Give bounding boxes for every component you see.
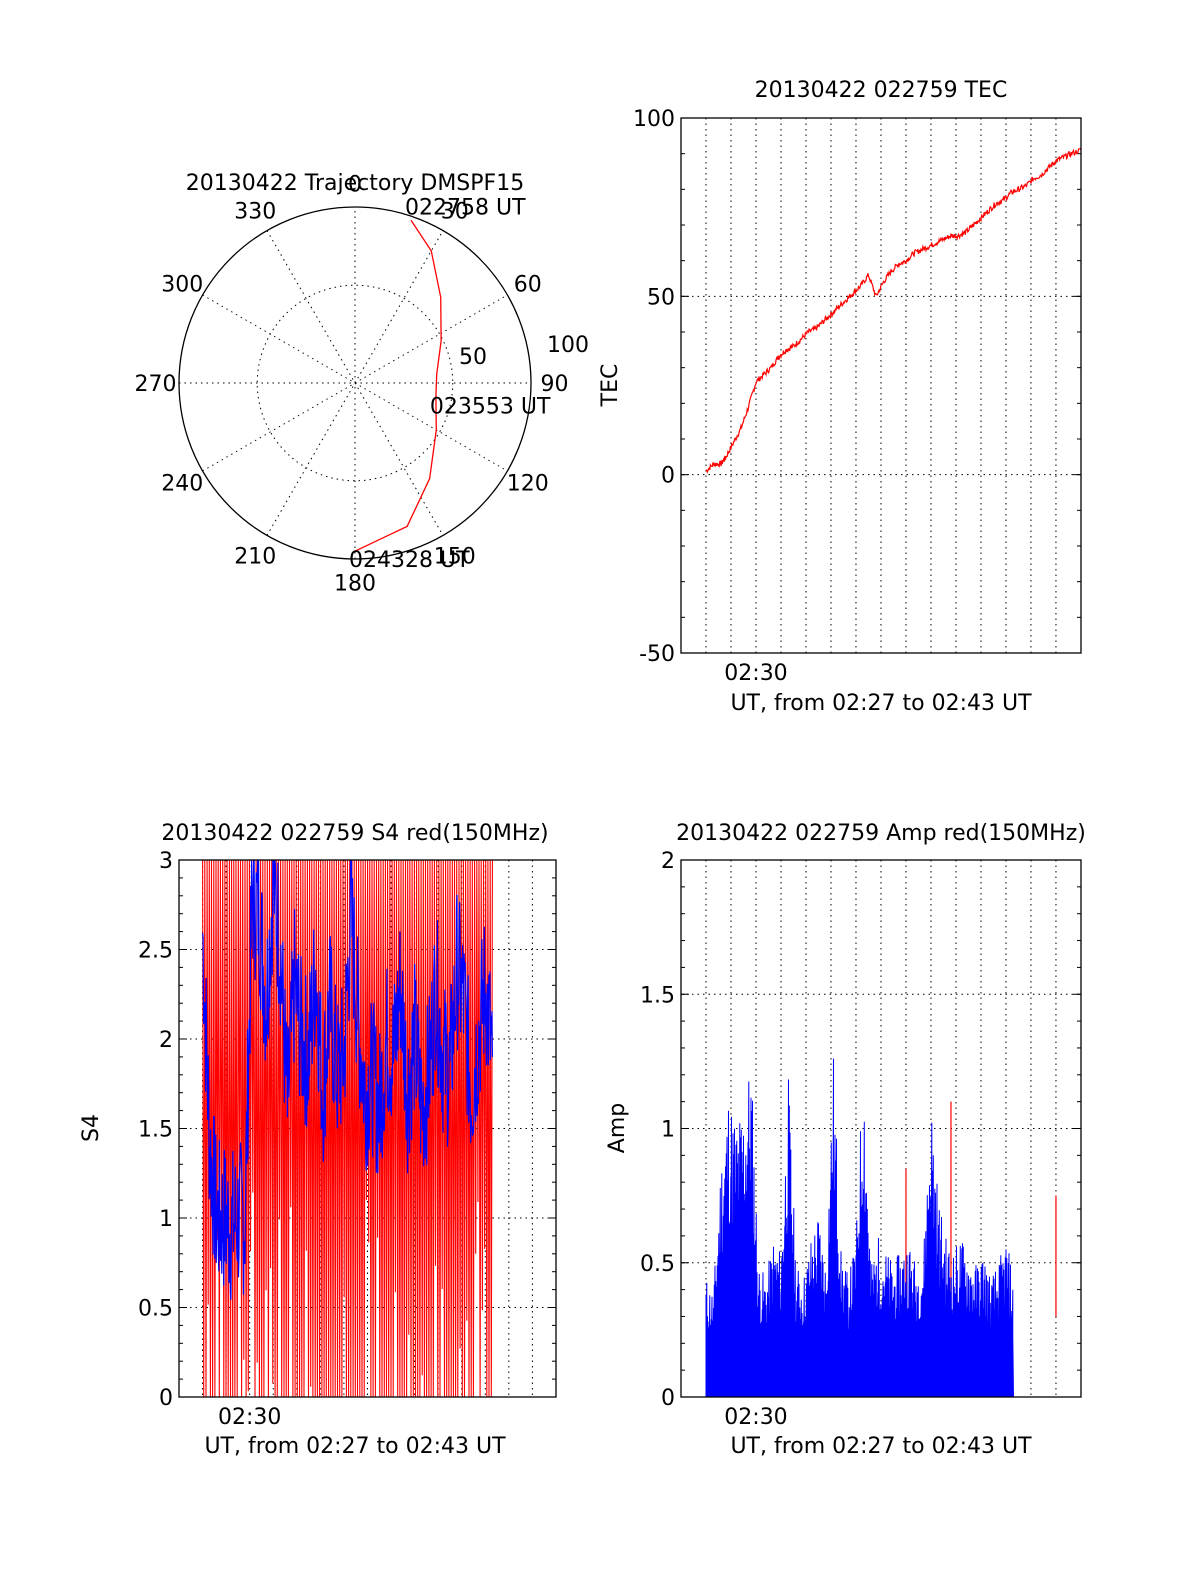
trajectory-polar-chart: 20130422 Trajectory DMSPF15 0 30 60 90 120 15… bbox=[135, 171, 589, 596]
y-tick-label: 1 bbox=[159, 1207, 173, 1232]
amp-blue-series bbox=[705, 1058, 1015, 1398]
tec-chart: 20130422 022759 TEC TEC UT, from 02:27 t… bbox=[598, 78, 1082, 716]
track-time-label: 022758 UT bbox=[405, 195, 526, 220]
y-tick-label: 2.5 bbox=[138, 939, 173, 964]
y-axis-label: TEC bbox=[598, 364, 623, 408]
angle-tick-label: 210 bbox=[234, 545, 276, 570]
y-axis-label: S4 bbox=[79, 1114, 104, 1142]
y-tick-label: 0 bbox=[159, 1386, 173, 1411]
angle-tick-label: 180 bbox=[334, 571, 376, 596]
y-tick-label: -50 bbox=[639, 642, 675, 667]
y-tick-label: 0.5 bbox=[138, 1297, 173, 1322]
tec-series-line bbox=[705, 148, 1082, 474]
amp-chart: 20130422 022759 Amp red(150MHz) Amp UT, … bbox=[605, 821, 1086, 1459]
y-tick-label: 1 bbox=[661, 1118, 675, 1143]
chart-title: 20130422 022759 Amp red(150MHz) bbox=[676, 821, 1086, 846]
chart-title: 20130422 022759 S4 red(150MHz) bbox=[161, 821, 548, 846]
track-time-label: 024328 UT bbox=[349, 548, 470, 573]
s4-blue-series bbox=[202, 859, 493, 1300]
trajectory-line bbox=[354, 219, 442, 552]
x-axis-label: UT, from 02:27 to 02:43 UT bbox=[730, 1434, 1032, 1459]
y-tick-label: 0 bbox=[661, 1386, 675, 1411]
angle-tick-label: 330 bbox=[234, 199, 276, 224]
grid-spoke bbox=[266, 230, 444, 536]
chart-title: 20130422 Trajectory DMSPF15 bbox=[186, 171, 524, 196]
y-tick-label: 100 bbox=[633, 107, 675, 132]
y-axis-label: Amp bbox=[605, 1103, 630, 1153]
y-tick-label: 3 bbox=[159, 849, 173, 874]
y-tick-label: 2 bbox=[661, 849, 675, 874]
angle-tick-label: 240 bbox=[161, 472, 203, 497]
s4-chart: 20130422 022759 S4 red(150MHz) S4 UT, fr… bbox=[79, 821, 557, 1459]
x-axis-label: UT, from 02:27 to 02:43 UT bbox=[204, 1434, 506, 1459]
y-tick-label: 0 bbox=[661, 464, 675, 489]
x-tick-label: 02:30 bbox=[724, 661, 787, 686]
track-time-label: 023553 UT bbox=[430, 394, 551, 419]
angle-tick-label: 150 bbox=[434, 545, 476, 570]
x-axis-label: UT, from 02:27 to 02:43 UT bbox=[730, 691, 1032, 716]
x-tick-label: 02:30 bbox=[218, 1405, 281, 1430]
chart-title: 20130422 022759 TEC bbox=[755, 78, 1008, 103]
y-tick-label: 1.5 bbox=[640, 983, 675, 1008]
y-tick-label: 50 bbox=[647, 285, 675, 310]
y-tick-label: 1.5 bbox=[138, 1118, 173, 1143]
y-tick-label: 2 bbox=[159, 1028, 173, 1053]
x-tick-label: 02:30 bbox=[724, 1405, 787, 1430]
plot-frame bbox=[680, 859, 1082, 1398]
angle-tick-label: 90 bbox=[540, 372, 568, 397]
angle-tick-label: 0 bbox=[348, 173, 362, 198]
angle-tick-label: 30 bbox=[441, 199, 469, 224]
angle-tick-label: 300 bbox=[161, 272, 203, 297]
radius-tick-label: 100 bbox=[547, 333, 589, 358]
plot-frame bbox=[178, 859, 557, 1398]
angle-tick-label: 60 bbox=[514, 272, 542, 297]
grid-ring bbox=[256, 284, 454, 482]
radius-tick-label: 50 bbox=[459, 345, 487, 370]
plot-frame bbox=[680, 117, 1082, 654]
angle-tick-label: 120 bbox=[507, 472, 549, 497]
angle-tick-label: 270 bbox=[135, 372, 177, 397]
y-tick-label: 0.5 bbox=[640, 1252, 675, 1277]
